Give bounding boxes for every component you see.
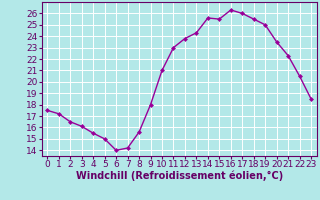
X-axis label: Windchill (Refroidissement éolien,°C): Windchill (Refroidissement éolien,°C) xyxy=(76,171,283,181)
